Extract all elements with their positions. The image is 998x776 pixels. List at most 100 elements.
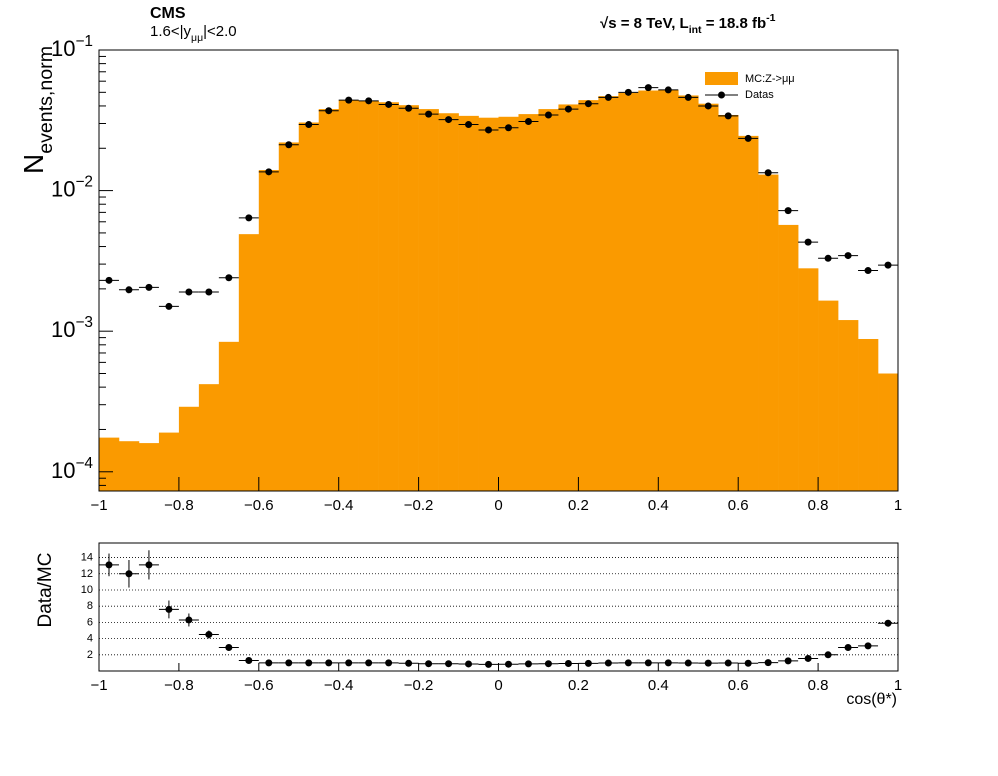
ratio-point <box>185 616 193 624</box>
ratio-point <box>664 659 672 667</box>
data-point <box>185 288 193 296</box>
mc-bar <box>578 100 599 491</box>
data-point <box>864 267 872 275</box>
ratio-point <box>125 570 133 578</box>
ratio-point <box>325 659 333 667</box>
mc-bar <box>678 95 699 492</box>
y-tick-label: 10−4 <box>51 454 93 482</box>
mc-bar <box>738 135 759 491</box>
legend-label: Datas <box>745 89 774 101</box>
mc-bar <box>878 373 899 491</box>
data-point <box>644 84 652 92</box>
mc-bar <box>198 384 220 491</box>
mc-bar <box>99 437 120 491</box>
x-tick-label: 1 <box>894 677 902 694</box>
data-point <box>365 97 373 105</box>
legend-label: MC:Z->μμ <box>745 73 795 85</box>
x-tick-label: 0 <box>494 677 502 694</box>
mc-bar <box>818 300 839 491</box>
annotation: √s = 8 TeV, Lint = 18.8 fb-1 <box>600 12 776 36</box>
y-tick-label: 6 <box>87 616 93 628</box>
data-point <box>704 102 712 110</box>
mc-bar <box>238 234 260 491</box>
mc-bar <box>498 116 519 491</box>
ratio-point <box>345 659 353 667</box>
mc-bar <box>598 96 619 491</box>
data-point <box>564 105 572 113</box>
x-tick-label: −0.8 <box>164 677 194 694</box>
ratio-point <box>145 561 153 569</box>
data-point <box>125 286 133 294</box>
data-point <box>504 124 512 132</box>
ratio-point <box>764 659 772 667</box>
mc-bar <box>538 109 559 492</box>
data-point <box>485 126 493 134</box>
ratio-point <box>704 659 712 667</box>
data-point <box>105 276 113 284</box>
x-tick-label: −0.8 <box>164 497 194 514</box>
x-tick-label: 1 <box>894 497 902 514</box>
ratio-point <box>305 659 313 667</box>
data-point <box>584 100 592 108</box>
ratio-point <box>724 659 732 667</box>
ratio-point <box>804 654 812 662</box>
x-tick-label: −0.2 <box>404 497 434 514</box>
data-point <box>884 261 892 269</box>
ratio-point <box>844 644 852 652</box>
data-point <box>624 88 632 96</box>
mc-bar <box>138 443 160 491</box>
ratio-point <box>285 659 293 667</box>
ratio-point <box>265 659 273 667</box>
data-point <box>245 214 253 222</box>
ratio-point <box>225 644 233 652</box>
mc-bar <box>458 115 479 491</box>
y-tick-label: 10−2 <box>51 173 93 201</box>
legend-marker <box>718 91 725 99</box>
ratio-point <box>465 660 473 668</box>
ratio-point <box>405 659 413 667</box>
ratio-point <box>684 659 692 667</box>
y-axis-title: Data/MC <box>35 553 56 628</box>
ratio-point <box>864 642 872 650</box>
mc-bar <box>778 224 799 491</box>
x-tick-label: 0.4 <box>648 677 669 694</box>
mc-bar <box>258 170 280 492</box>
data-point <box>784 207 792 215</box>
ratio-point <box>644 659 652 667</box>
data-point <box>544 111 552 119</box>
mc-bar <box>298 122 320 492</box>
data-point <box>225 274 233 282</box>
mc-bar <box>338 100 359 491</box>
mc-bar <box>718 114 739 491</box>
data-point <box>165 302 173 310</box>
y-tick-label: 4 <box>87 633 93 645</box>
ratio-point <box>105 561 113 569</box>
x-tick-label: −0.6 <box>244 677 274 694</box>
data-point <box>405 104 413 112</box>
mc-bar <box>698 103 719 492</box>
plot-frame <box>98 49 899 492</box>
mc-bar <box>418 109 439 492</box>
data-point <box>205 288 213 296</box>
ratio-point <box>165 605 173 613</box>
mc-bar <box>178 406 200 491</box>
x-tick-label: −1 <box>90 497 107 514</box>
x-tick-label: −0.2 <box>404 677 434 694</box>
x-tick-label: −0.4 <box>324 497 354 514</box>
mc-bar <box>518 114 539 491</box>
y-tick-label: 10−3 <box>51 314 93 342</box>
data-point <box>524 118 532 126</box>
data-point <box>285 141 293 149</box>
mc-bar <box>558 104 579 491</box>
plot-frame <box>98 542 899 672</box>
ratio-point <box>884 619 892 627</box>
x-tick-label: −0.6 <box>244 497 274 514</box>
y-tick-label: 8 <box>87 600 93 612</box>
ratio-point <box>784 657 792 665</box>
data-point <box>824 254 832 262</box>
mc-bar <box>438 113 459 492</box>
ratio-point <box>584 659 592 667</box>
x-tick-label: 0.8 <box>808 497 829 514</box>
